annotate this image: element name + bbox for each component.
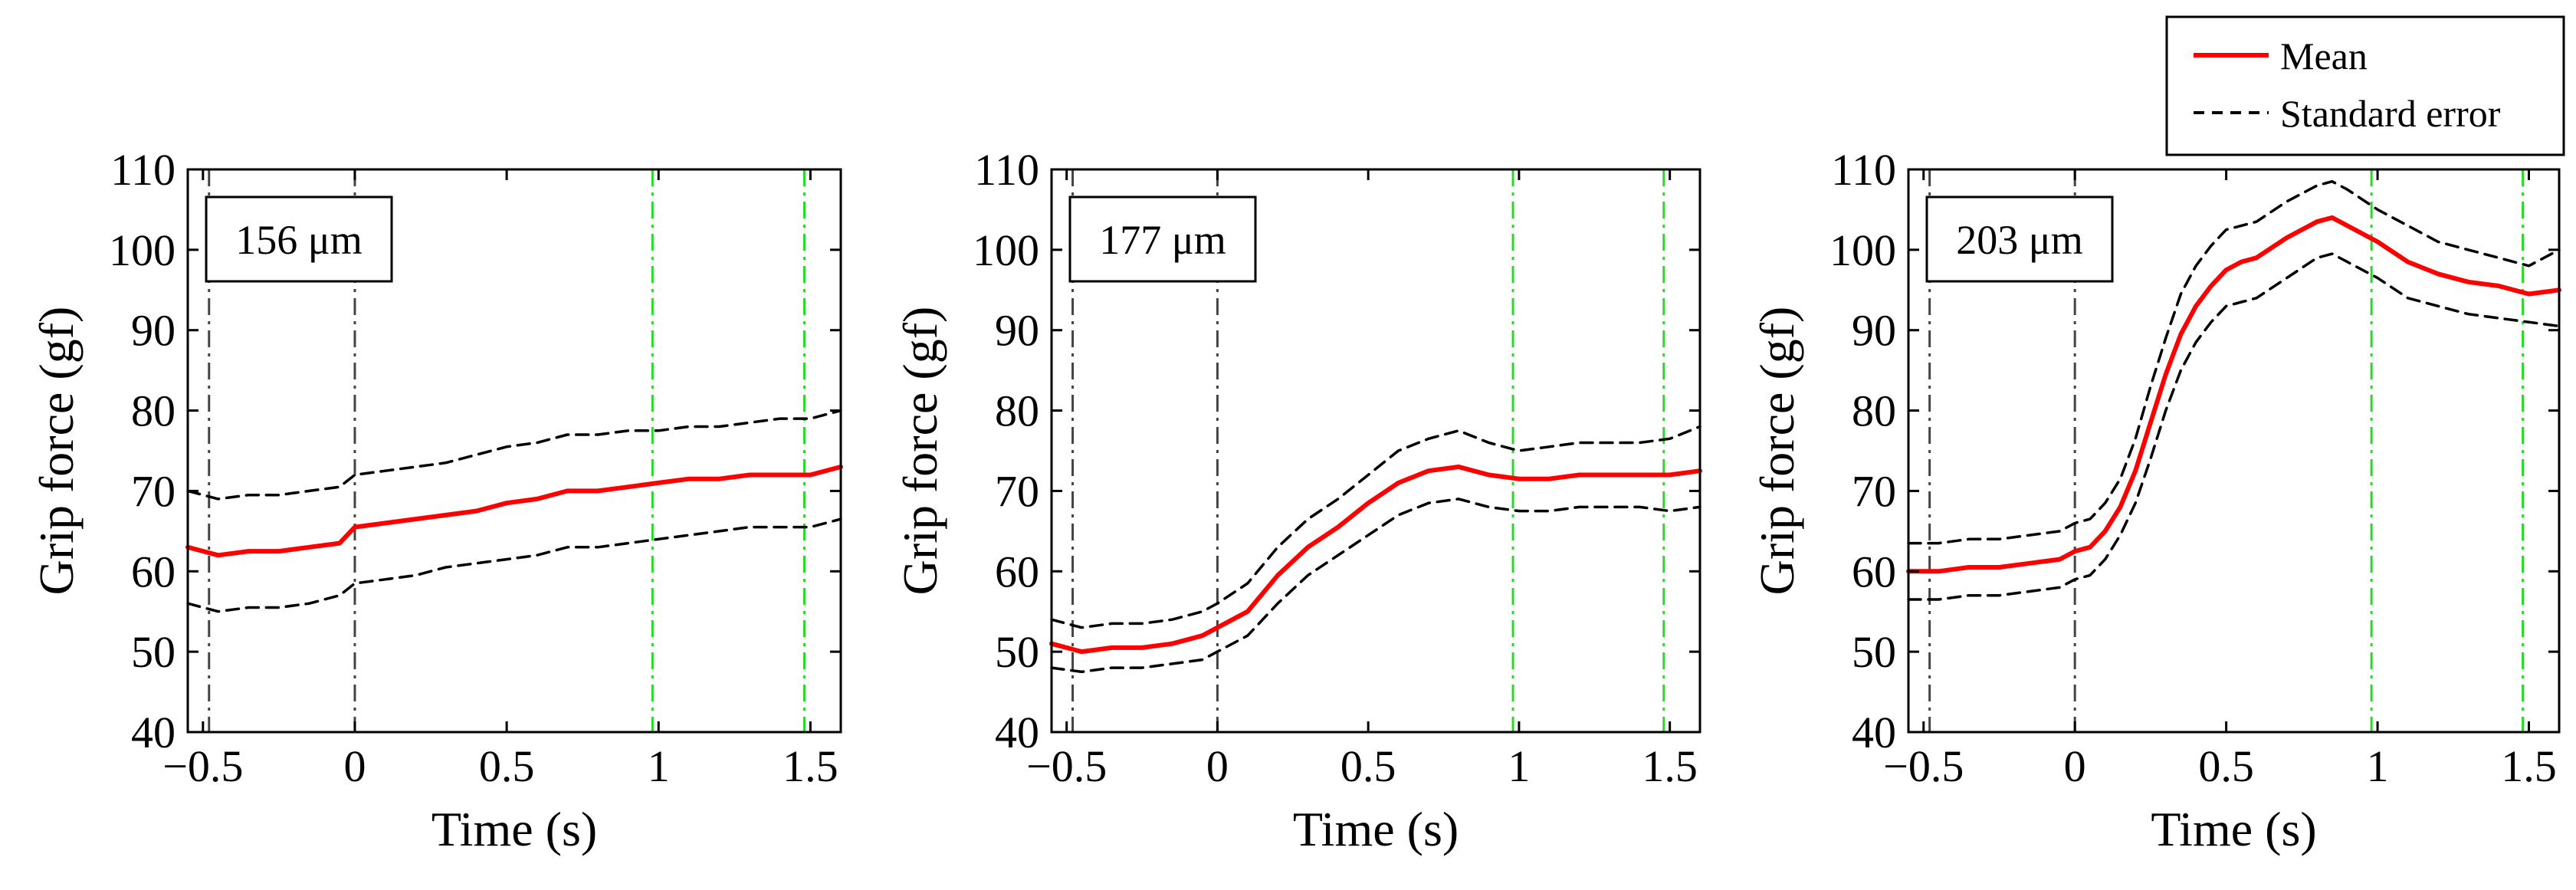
y-tick-label: 90 (995, 306, 1039, 356)
panel-label: 177 μm (1099, 217, 1226, 263)
y-tick-label: 60 (995, 547, 1039, 596)
y-tick-label: 80 (1852, 386, 1896, 436)
y-tick-label: 50 (995, 627, 1039, 677)
x-tick-label: −0.5 (1883, 741, 1964, 791)
axes-frame (1050, 168, 1701, 734)
x-tick-label: 0 (2064, 741, 2086, 791)
y-tick-label: 110 (974, 145, 1039, 195)
y-tick-label: 70 (1852, 466, 1896, 516)
y-tick-label: 110 (1831, 145, 1896, 195)
x-tick-label: 1 (2367, 741, 2389, 791)
y-tick-label: 50 (131, 627, 176, 677)
y-tick-label: 100 (973, 225, 1039, 275)
standard-error-lower-line (186, 517, 842, 613)
y-tick-label: 100 (109, 225, 176, 275)
y-tick-label: 100 (1829, 225, 1896, 275)
y-tick-label: 40 (1852, 708, 1896, 757)
x-tick-label: 0.5 (1341, 741, 1396, 791)
legend: Mean Standard error (2165, 15, 2565, 156)
panel-label: 203 μm (1956, 217, 2082, 263)
y-tick-label: 50 (1852, 627, 1896, 677)
y-tick-label: 90 (131, 306, 176, 356)
panel-label-box (205, 195, 393, 283)
x-axis-label: Time (s) (2151, 802, 2316, 856)
x-tick-label: 1.5 (783, 741, 838, 791)
standard-error-upper-line (186, 409, 842, 501)
axes-frame (186, 168, 842, 734)
x-tick-label: 1.5 (1642, 741, 1698, 791)
chart-panel-1: 40 50 60 70 80 90 100 110 −0.5 0 0.5 1 1.5 Time (s) Gr… (29, 145, 843, 856)
x-tick-label: 0 (1206, 741, 1229, 791)
panel-label-box (1068, 195, 1257, 283)
y-tick-label: 70 (995, 466, 1039, 516)
y-tick-label: 90 (1852, 306, 1896, 356)
x-tick-label: 0.5 (2198, 741, 2254, 791)
x-axis-label: Time (s) (432, 802, 597, 856)
axes-frame (1907, 168, 2561, 734)
standard-error-lower-line (1907, 252, 2561, 601)
chart-panel-2: 40 50 60 70 80 90 100 110 −0.5 0 0.5 1 1.5 Time (s) Gr… (893, 145, 1702, 856)
mean-line (1906, 215, 2561, 574)
mean-line (1049, 465, 1702, 655)
y-tick-label: 60 (131, 547, 176, 596)
y-axis-label: Grip force (gf) (29, 307, 84, 596)
y-axis-label: Grip force (gf) (893, 307, 947, 596)
x-tick-label: −0.5 (1026, 741, 1107, 791)
legend-box (2165, 15, 2565, 156)
x-tick-label: 1.5 (2501, 741, 2557, 791)
y-tick-label: 70 (131, 466, 176, 516)
y-axis-label: Grip force (gf) (1750, 307, 1804, 596)
panel-label-box (1925, 195, 2114, 283)
y-tick-label: 60 (1852, 547, 1896, 596)
y-tick-label: 40 (131, 708, 176, 757)
x-axis-label: Time (s) (1293, 802, 1459, 856)
x-tick-label: −0.5 (162, 741, 243, 791)
standard-error-upper-line (1907, 179, 2561, 545)
x-tick-label: 0 (343, 741, 366, 791)
y-tick-label: 80 (131, 386, 176, 436)
y-tick-label: 40 (995, 708, 1039, 757)
legend-mean-label: Mean (2280, 34, 2368, 77)
standard-error-upper-line (1050, 425, 1701, 629)
standard-error-lower-line (1050, 498, 1701, 674)
x-tick-label: 1 (648, 741, 670, 791)
mean-line (185, 465, 843, 558)
panel-label: 156 μm (235, 217, 362, 263)
chart-panel-3: 40 50 60 70 80 90 100 110 −0.5 0 0.5 1 1.5 Time (s) Gr… (1750, 145, 2561, 856)
legend-se-label: Standard error (2280, 92, 2501, 135)
x-tick-label: 0.5 (479, 741, 535, 791)
x-tick-label: 1 (1508, 741, 1530, 791)
y-tick-label: 80 (995, 386, 1039, 436)
y-tick-label: 110 (110, 145, 176, 195)
